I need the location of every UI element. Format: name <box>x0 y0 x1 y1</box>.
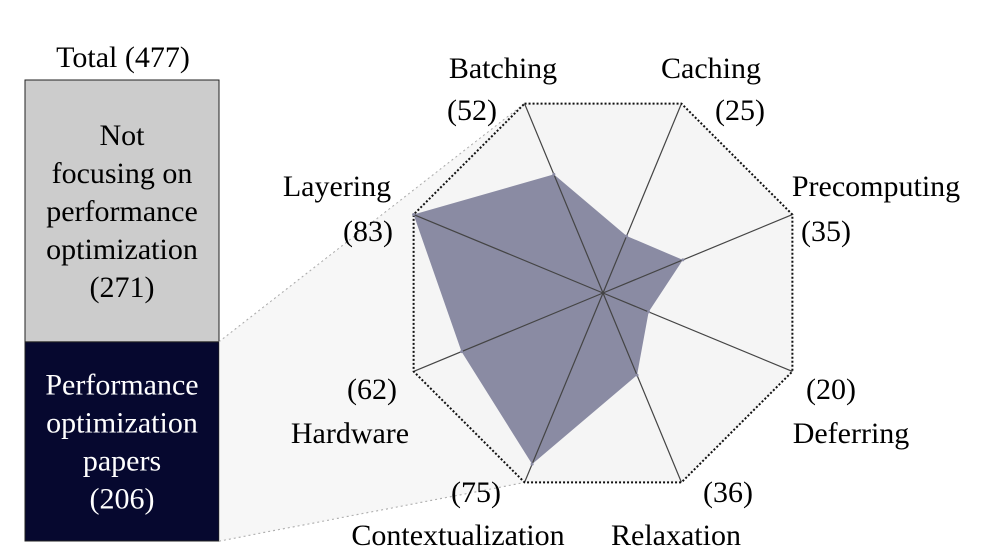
radar-point-1 <box>625 234 629 238</box>
radar-point-2 <box>681 258 685 262</box>
radar-data-area <box>413 174 683 465</box>
bar-segment-0-label-line-4: (271) <box>90 271 155 304</box>
radar-axis-count-0: (52) <box>447 94 497 127</box>
radar-axis-label-2: Precomputing <box>792 170 960 203</box>
radar-axis-label-1: Caching <box>661 52 761 85</box>
radar-axis-label-7: Layering <box>283 170 391 203</box>
bar-segment-0-label-line-0: Not <box>100 119 146 152</box>
radar-spoke-1 <box>602 103 683 294</box>
bar-segment-0-label-line-2: performance <box>46 195 198 228</box>
radar-axis-label-5: Contextualization <box>351 519 564 552</box>
bar-segment-0 <box>24 79 220 343</box>
bar-segment-1-label-line-0: Performance <box>45 368 198 401</box>
radar-point-5 <box>530 462 534 466</box>
bar-segment-1-label-line-2: papers <box>83 444 161 477</box>
radar-axis-label-3: Deferring <box>793 417 910 450</box>
radar-axis-count-5: (75) <box>451 476 501 509</box>
stacked-bar: Not focusing on performance optimization (27… <box>24 79 220 542</box>
radar-axis-count-6: (62) <box>347 373 397 406</box>
radar-axis-count-4: (36) <box>703 476 753 509</box>
radar-outline <box>412 102 794 484</box>
radar-spoke-3 <box>602 292 793 373</box>
bar-segment-1-label-line-1: optimization <box>46 406 198 439</box>
radar-spoke-2 <box>602 213 793 294</box>
radar-axis-count-1: (25) <box>715 94 765 127</box>
radar-axis-label-0: Batching <box>449 52 557 85</box>
radar-point-4 <box>635 373 639 377</box>
radar-chart: Batching (52) Caching (25) Precomputing (35) D… <box>283 52 960 552</box>
radar-spoke-5 <box>523 292 604 483</box>
radar-spoke-7 <box>413 213 604 294</box>
radar-point-3 <box>647 310 651 314</box>
radar-axis-count-7: (83) <box>343 215 393 248</box>
bar-segment-1 <box>24 341 220 542</box>
radar-axis-count-2: (35) <box>801 215 851 248</box>
bar-segment-1-label-line-3: (206) <box>90 482 155 515</box>
bar-chart-title: Total (477) <box>56 41 190 74</box>
bar-segment-0-label-line-1: focusing on <box>52 157 193 190</box>
radar-spoke-6 <box>413 292 604 373</box>
bar-segment-0-label-line-3: optimization <box>46 233 198 266</box>
radar-axis-count-3: (20) <box>806 373 856 406</box>
radar-spoke-0 <box>523 103 604 294</box>
radar-axis-label-6: Hardware <box>291 417 409 450</box>
radar-spoke-4 <box>602 292 683 483</box>
radar-point-7 <box>412 213 416 217</box>
radar-axis-label-4: Relaxation <box>611 519 741 552</box>
radar-point-6 <box>460 350 464 354</box>
radar-point-0 <box>552 172 556 176</box>
